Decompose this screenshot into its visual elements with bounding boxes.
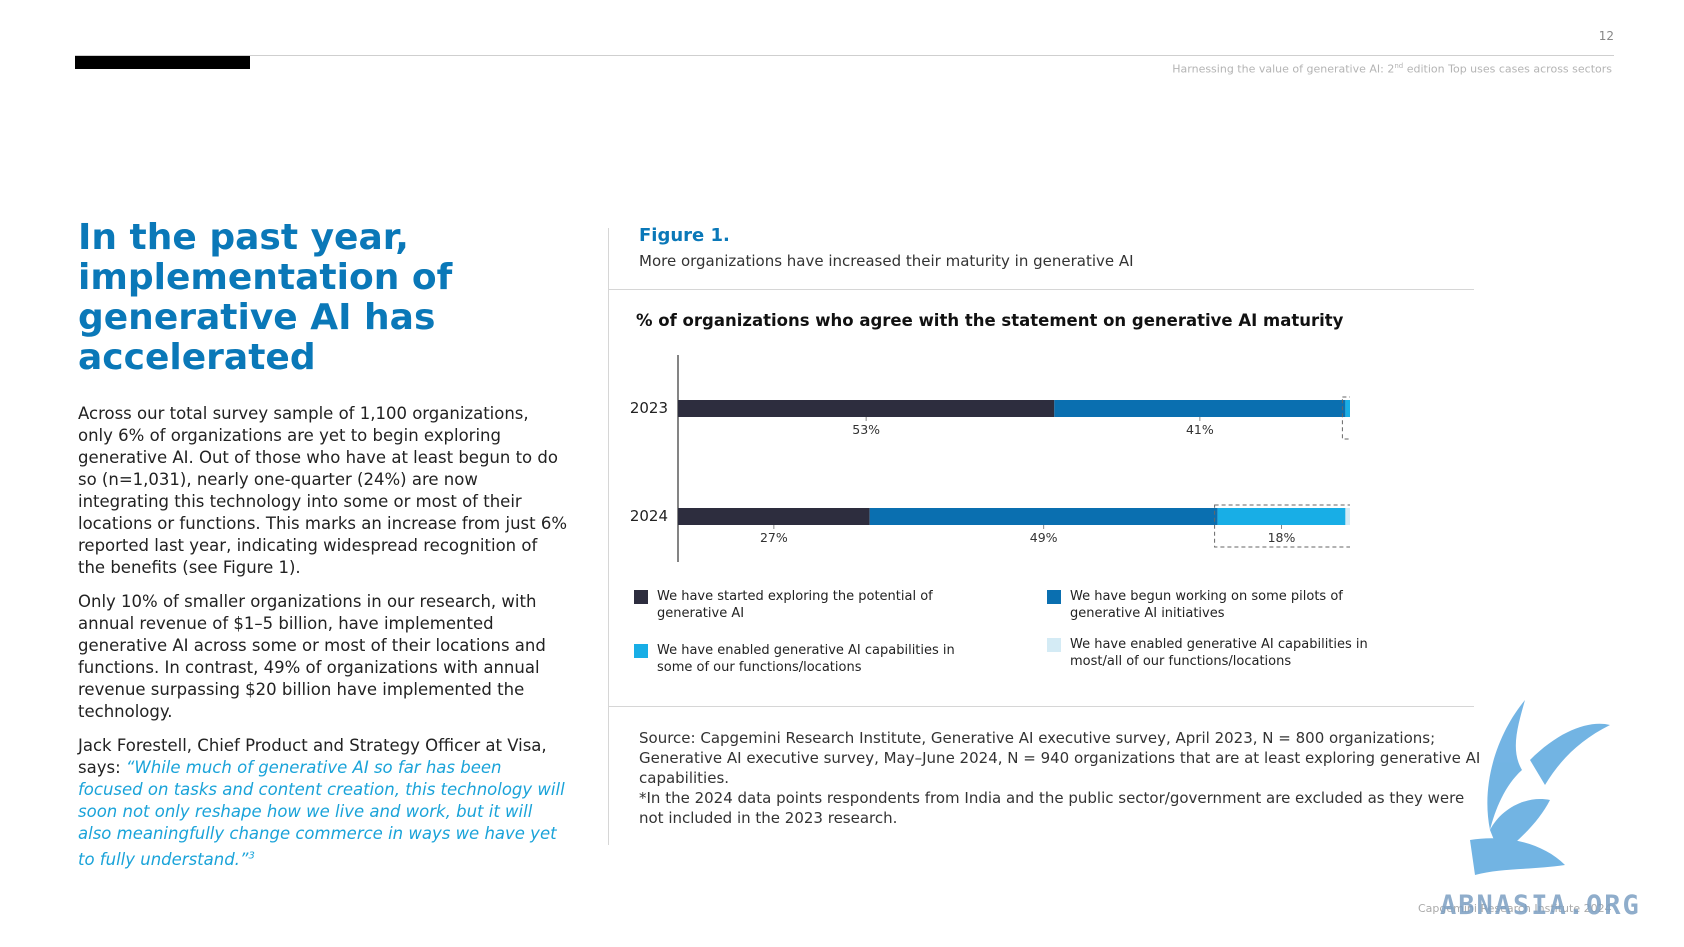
legend-swatch-enabled-most xyxy=(1047,638,1061,652)
bar-2023-series-2 xyxy=(1054,400,1346,417)
header-rule xyxy=(75,55,1614,56)
bar-2024-series-1 xyxy=(678,508,870,525)
bar-2023-series-1 xyxy=(678,400,1055,417)
figure-rule-bottom xyxy=(608,706,1474,707)
quote-attribution: Jack Forestell, Chief Product and Strate… xyxy=(78,736,547,777)
bar-2024-series-2 xyxy=(869,508,1218,525)
running-head: Harnessing the value of generative AI: 2… xyxy=(1172,62,1612,76)
data-label-2023-series-1: 53% xyxy=(852,422,880,437)
legend-label-enabled-most: We have enabled generative AI capabiliti… xyxy=(1070,637,1368,669)
data-label-2024-series-3: 18% xyxy=(1268,530,1296,545)
watermark-text: ABNASIA.ORG xyxy=(1440,890,1641,921)
source-line-2: *In the 2024 data points respondents fro… xyxy=(639,789,1465,827)
legend-label-exploring: We have started exploring the potential … xyxy=(657,589,933,621)
bar-2024-series-3 xyxy=(1217,508,1346,525)
column-divider xyxy=(608,228,609,845)
page-number: 12 xyxy=(1598,29,1614,43)
visa-quote-text: “While much of generative AI so far has … xyxy=(78,758,565,869)
legend-item-enabled-most: We have enabled generative AI capabiliti… xyxy=(1047,636,1390,670)
highlight-box-2024 xyxy=(1214,504,1350,548)
running-head-pre: Harnessing the value of generative AI: 2 xyxy=(1172,62,1395,76)
figure-rule-top xyxy=(608,289,1474,290)
running-head-post: edition Top uses cases across sectors xyxy=(1403,62,1612,76)
category-label-2024: 2024 xyxy=(630,507,668,525)
legend-swatch-pilots xyxy=(1047,590,1061,604)
chart-title: % of organizations who agree with the st… xyxy=(636,311,1344,330)
footer-text: Capgemini Research Institute 2024 xyxy=(1418,902,1612,915)
category-label-2023: 2023 xyxy=(630,399,668,417)
legend-item-exploring: We have started exploring the potential … xyxy=(634,588,977,622)
legend-label-enabled-some: We have enabled generative AI capabiliti… xyxy=(657,643,955,675)
body-text: Across our total survey sample of 1,100 … xyxy=(78,403,568,883)
bar-2024-series-4 xyxy=(1345,508,1350,525)
legend-swatch-exploring xyxy=(634,590,648,604)
visa-quote: “While much of generative AI so far has … xyxy=(78,758,565,869)
legend-label-pilots: We have begun working on some pilots of … xyxy=(1070,589,1343,621)
legend-item-pilots: We have begun working on some pilots of … xyxy=(1047,588,1390,622)
paragraph-1: Across our total survey sample of 1,100 … xyxy=(78,404,568,577)
header-accent-bar xyxy=(75,56,250,69)
legend-item-enabled-some: We have enabled generative AI capabiliti… xyxy=(634,642,977,676)
data-label-2024-series-1: 27% xyxy=(760,530,788,545)
source-line-1: Source: Capgemini Research Institute, Ge… xyxy=(639,729,1481,787)
data-label-2023-series-2: 41% xyxy=(1186,422,1214,437)
figure-description: More organizations have increased their … xyxy=(639,252,1134,270)
bar-2023-series-3 xyxy=(1345,400,1350,417)
legend-swatch-enabled-some xyxy=(634,644,648,658)
footnote-ref: 3 xyxy=(248,850,255,861)
running-head-sup: nd xyxy=(1394,62,1404,70)
paragraph-3: Jack Forestell, Chief Product and Strate… xyxy=(78,735,568,871)
page-headline: In the past year, implementation of gene… xyxy=(78,217,453,378)
data-label-2024-series-2: 49% xyxy=(1030,530,1058,545)
griffin-watermark-icon xyxy=(1470,700,1610,875)
figure-label: Figure 1. xyxy=(639,225,730,246)
source-note: Source: Capgemini Research Institute, Ge… xyxy=(639,728,1489,828)
paragraph-2: Only 10% of smaller organizations in our… xyxy=(78,592,546,721)
